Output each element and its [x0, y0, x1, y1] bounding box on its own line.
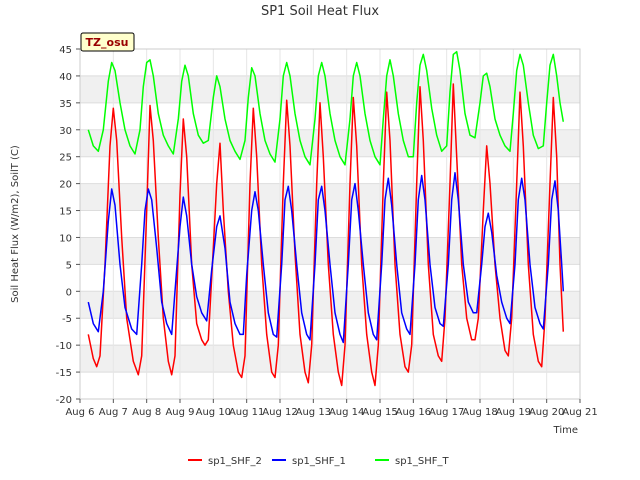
y-tick-label: 5 — [66, 260, 72, 271]
site-label-box: TZ_osu — [80, 32, 135, 52]
y-tick-label: -15 — [56, 368, 72, 379]
y-tick-label: -20 — [56, 395, 72, 406]
y-tick-label: 20 — [59, 180, 72, 191]
x-tick-label: Aug 7 — [99, 407, 128, 418]
y-tick-label: 15 — [59, 207, 72, 218]
x-tick-label: Aug 8 — [132, 407, 161, 418]
y-tick-label: 40 — [59, 72, 72, 83]
series-line-sp1_SHF_2 — [87, 83, 565, 387]
y-tick-label: -10 — [56, 341, 72, 352]
series-line-sp1_SHF_T — [87, 50, 565, 166]
x-tick-label: Aug 14 — [329, 407, 364, 418]
x-tick-label: Aug 9 — [165, 407, 194, 418]
y-tick-label: 35 — [59, 99, 72, 110]
plot-band — [80, 183, 580, 211]
x-tick-label: Aug 18 — [462, 407, 497, 418]
site-label: TZ_osu — [86, 36, 129, 49]
y-tick-label: 0 — [66, 287, 72, 298]
x-axis-label: Time — [553, 425, 578, 436]
legend-label-sp1_SHF_T: sp1_SHF_T — [395, 456, 450, 467]
x-tick-label: Aug 11 — [229, 407, 264, 418]
plot-band — [80, 129, 580, 157]
x-tick-label: Aug 6 — [65, 407, 94, 418]
plot-band — [80, 75, 580, 103]
y-tick-label: 25 — [59, 153, 72, 164]
y-tick-label: 45 — [59, 45, 72, 56]
y-tick-label: 10 — [59, 233, 72, 244]
legend-label-sp1_SHF_1: sp1_SHF_1 — [292, 456, 346, 467]
x-tick-label: Aug 17 — [429, 407, 464, 418]
chart-title: SP1 Soil Heat Flux — [261, 4, 379, 19]
plot-band — [80, 345, 580, 373]
x-tick-label: Aug 15 — [362, 407, 397, 418]
legend-label-sp1_SHF_2: sp1_SHF_2 — [208, 456, 262, 467]
x-tick-label: Aug 16 — [396, 407, 431, 418]
x-tick-label: Aug 10 — [196, 407, 231, 418]
y-tick-label: -5 — [62, 314, 72, 325]
site-label-background — [80, 32, 135, 52]
y-axis-ticks: -20 -15 -10 -5 0 5 10 15 20 25 30 35 40 45 — [56, 45, 80, 406]
plot-bands — [80, 75, 580, 373]
y-axis-label: Soil Heat Flux (W/m2), SoilT (C) — [10, 145, 21, 303]
legend: sp1_SHF_2 sp1_SHF_1 sp1_SHF_T — [188, 456, 450, 467]
y-tick-label: 30 — [59, 126, 72, 137]
plot-area-border — [79, 48, 581, 400]
series-line-sp1_SHF_1 — [87, 172, 565, 344]
x-tick-label: Aug 12 — [262, 407, 297, 418]
x-tick-label: Aug 19 — [496, 407, 531, 418]
x-tick-label: Aug 13 — [296, 407, 331, 418]
x-tick-label: Aug 21 — [562, 407, 597, 418]
x-tick-label: Aug 20 — [529, 407, 564, 418]
series-lines — [87, 50, 565, 387]
